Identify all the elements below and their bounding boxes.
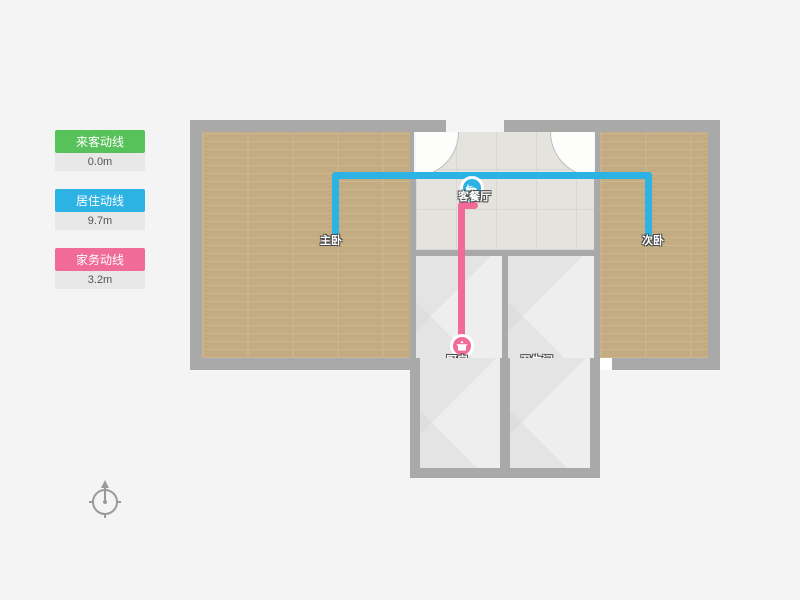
outer-wall: 主卧 次卧 客餐厅 厨房 卫生间 — [190, 120, 720, 370]
legend: 来客动线 0.0m 居住动线 9.7m 家务动线 3.2m — [55, 130, 145, 307]
path-living — [332, 172, 652, 179]
entrance-gap — [446, 120, 504, 132]
room-bathroom-upper — [508, 256, 594, 358]
legend-item-housework: 家务动线 3.2m — [55, 248, 145, 289]
legend-title-living: 居住动线 — [55, 189, 145, 212]
legend-title-housework: 家务动线 — [55, 248, 145, 271]
room-master-bedroom — [202, 132, 410, 358]
interior-wall — [502, 256, 508, 358]
floor-plan: 主卧 次卧 客餐厅 厨房 卫生间 — [190, 120, 720, 370]
extension — [410, 358, 600, 478]
legend-title-guest: 来客动线 — [55, 130, 145, 153]
legend-item-living: 居住动线 9.7m — [55, 189, 145, 230]
path-housework — [458, 202, 465, 352]
legend-item-guest: 来客动线 0.0m — [55, 130, 145, 171]
label-second-bedroom: 次卧 — [642, 232, 664, 248]
path-living — [645, 172, 652, 237]
label-master-bedroom: 主卧 — [320, 232, 342, 248]
room-kitchen-lower — [410, 358, 510, 478]
room-bathroom-lower — [500, 358, 600, 478]
legend-value-guest: 0.0m — [55, 153, 145, 171]
label-living-dining: 客餐厅 — [458, 188, 491, 204]
compass-icon — [85, 480, 125, 520]
legend-value-housework: 3.2m — [55, 271, 145, 289]
legend-value-living: 9.7m — [55, 212, 145, 230]
path-living — [332, 172, 339, 237]
